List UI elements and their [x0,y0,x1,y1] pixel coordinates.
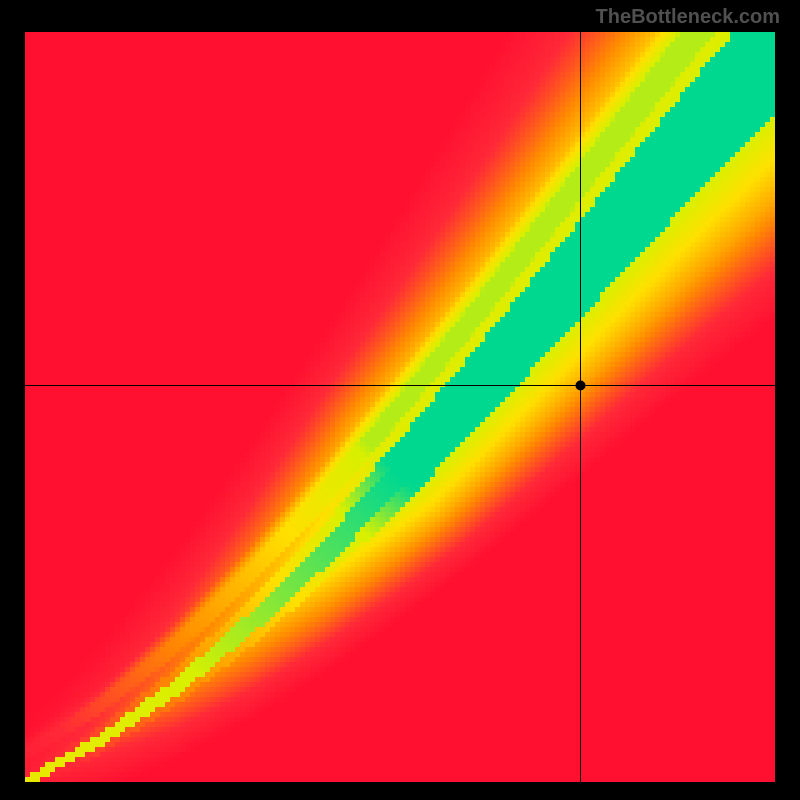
watermark-text: TheBottleneck.com [596,6,780,29]
crosshair-overlay [25,32,775,782]
chart-container: TheBottleneck.com [0,0,800,800]
heatmap-plot [25,32,775,782]
